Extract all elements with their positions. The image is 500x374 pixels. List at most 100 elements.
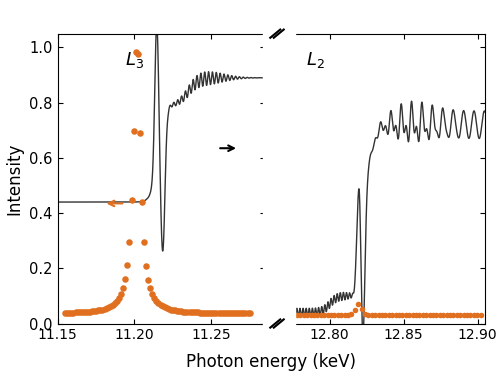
Point xyxy=(453,312,461,318)
Point xyxy=(242,310,250,316)
Point xyxy=(92,308,100,314)
Point xyxy=(466,312,474,318)
Point xyxy=(88,308,96,314)
Point xyxy=(134,50,141,56)
Point xyxy=(426,312,434,318)
Point xyxy=(94,307,102,313)
Point xyxy=(74,309,82,315)
Point xyxy=(198,310,206,316)
Point xyxy=(327,312,335,318)
Point xyxy=(98,307,106,313)
Point xyxy=(111,300,119,306)
Point xyxy=(162,305,170,311)
Point xyxy=(368,312,376,318)
Point xyxy=(210,310,218,316)
Point xyxy=(66,310,74,316)
Point xyxy=(392,312,400,318)
Point xyxy=(419,312,427,318)
Point xyxy=(442,312,450,318)
Point xyxy=(227,310,235,316)
Point xyxy=(202,310,210,316)
Point xyxy=(68,310,76,316)
Point xyxy=(476,312,484,318)
Point xyxy=(169,307,177,313)
Point xyxy=(470,312,478,318)
Point xyxy=(148,291,156,297)
Point xyxy=(306,312,314,318)
Point xyxy=(344,312,352,318)
Point xyxy=(160,304,168,310)
Point xyxy=(130,128,138,134)
Point xyxy=(212,310,220,316)
Point xyxy=(167,307,175,313)
Point xyxy=(354,301,362,307)
Point xyxy=(142,263,150,269)
Point xyxy=(152,298,160,304)
Point xyxy=(136,131,144,137)
Point xyxy=(165,306,173,312)
Point xyxy=(231,310,239,316)
Point xyxy=(429,312,437,318)
Point xyxy=(395,312,403,318)
Point xyxy=(102,305,110,311)
Point xyxy=(61,310,69,316)
Point xyxy=(90,308,98,314)
Point xyxy=(171,307,179,313)
Text: Photon energy (keV): Photon energy (keV) xyxy=(186,353,356,371)
Point xyxy=(446,312,454,318)
Point xyxy=(330,312,338,318)
Point xyxy=(456,312,464,318)
Point xyxy=(64,310,72,316)
Point xyxy=(86,309,94,315)
Point xyxy=(214,310,222,316)
Point xyxy=(324,312,332,318)
Point xyxy=(334,312,342,318)
Point xyxy=(225,310,233,316)
Point xyxy=(460,312,468,318)
Point xyxy=(124,262,132,268)
Point xyxy=(119,285,127,291)
Point xyxy=(416,312,424,318)
Point xyxy=(450,312,458,318)
Point xyxy=(364,312,372,318)
Point xyxy=(177,308,185,314)
Point xyxy=(358,306,366,312)
Point xyxy=(192,309,200,315)
Point xyxy=(173,308,181,314)
Point xyxy=(175,308,183,314)
Point xyxy=(229,310,237,316)
Point xyxy=(113,298,121,304)
Point xyxy=(150,295,158,301)
Point xyxy=(96,307,104,313)
Point xyxy=(184,309,192,315)
Point xyxy=(144,276,152,282)
Point xyxy=(385,312,393,318)
Point xyxy=(402,312,410,318)
Point xyxy=(348,311,356,317)
Point xyxy=(200,310,208,316)
Point xyxy=(84,309,92,315)
Point xyxy=(310,312,318,318)
Point xyxy=(104,304,112,310)
Point xyxy=(156,302,164,308)
Point xyxy=(439,312,447,318)
Point xyxy=(146,285,154,291)
Point xyxy=(238,310,246,316)
Point xyxy=(221,310,229,316)
Point xyxy=(240,310,248,316)
Point xyxy=(186,309,194,315)
Point xyxy=(408,312,416,318)
Point xyxy=(100,306,108,312)
Point xyxy=(132,49,140,55)
Point xyxy=(398,312,406,318)
Point xyxy=(412,312,420,318)
Point xyxy=(244,310,252,316)
Point xyxy=(374,312,382,318)
Point xyxy=(216,310,224,316)
Point xyxy=(316,312,324,318)
Point xyxy=(109,302,117,308)
Point xyxy=(115,295,123,301)
Point xyxy=(314,312,322,318)
Point xyxy=(117,291,125,297)
Y-axis label: Intensity: Intensity xyxy=(6,142,24,215)
